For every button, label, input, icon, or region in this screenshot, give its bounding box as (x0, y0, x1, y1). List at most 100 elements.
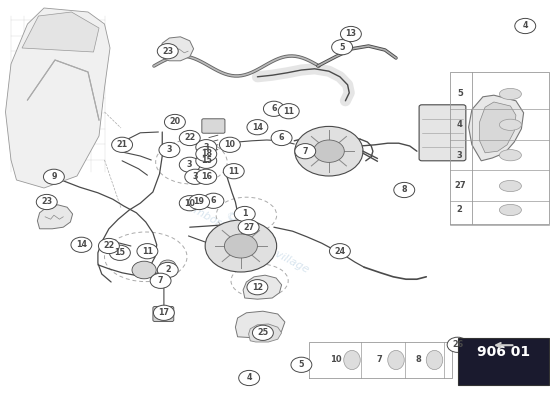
Circle shape (36, 194, 57, 210)
FancyBboxPatch shape (202, 119, 225, 133)
Text: 2: 2 (165, 266, 170, 274)
Circle shape (189, 194, 210, 210)
Circle shape (247, 120, 268, 135)
Text: 4: 4 (246, 374, 252, 382)
Text: 21: 21 (117, 140, 128, 149)
Text: 16: 16 (201, 172, 212, 181)
Text: 3: 3 (457, 151, 463, 160)
Circle shape (252, 325, 273, 340)
Text: 15: 15 (201, 156, 212, 165)
FancyBboxPatch shape (18, 79, 36, 113)
Polygon shape (161, 37, 194, 61)
FancyBboxPatch shape (84, 73, 102, 107)
Circle shape (247, 280, 268, 295)
FancyArrowPatch shape (496, 343, 513, 348)
Circle shape (185, 169, 206, 184)
FancyBboxPatch shape (458, 338, 549, 385)
Text: 8: 8 (402, 186, 407, 194)
Circle shape (157, 44, 178, 59)
Ellipse shape (499, 119, 521, 130)
Circle shape (160, 260, 176, 272)
Circle shape (150, 273, 171, 288)
Text: 27: 27 (454, 182, 466, 190)
Circle shape (179, 196, 200, 211)
Circle shape (132, 261, 156, 279)
Text: 4: 4 (457, 120, 463, 129)
Circle shape (278, 104, 299, 119)
Text: 11: 11 (142, 247, 153, 256)
Text: 13: 13 (345, 30, 356, 38)
Circle shape (153, 305, 174, 320)
Text: 3: 3 (187, 160, 192, 169)
Text: 6: 6 (279, 134, 284, 142)
Circle shape (179, 130, 200, 146)
Text: 7: 7 (158, 276, 163, 285)
FancyBboxPatch shape (40, 77, 58, 111)
Circle shape (295, 144, 316, 159)
Text: 22: 22 (103, 242, 114, 250)
Text: 3: 3 (167, 146, 172, 154)
Ellipse shape (499, 150, 521, 161)
Circle shape (295, 126, 363, 176)
Text: 27: 27 (243, 223, 254, 232)
Circle shape (43, 169, 64, 184)
Text: 10: 10 (329, 356, 342, 364)
Text: 20: 20 (169, 118, 180, 126)
Ellipse shape (499, 88, 521, 100)
Circle shape (112, 137, 133, 152)
Circle shape (263, 101, 284, 116)
Ellipse shape (388, 350, 404, 370)
Text: 11: 11 (228, 167, 239, 176)
Circle shape (515, 18, 536, 34)
Text: 23: 23 (162, 47, 173, 56)
Circle shape (196, 153, 217, 168)
Circle shape (223, 164, 244, 179)
Circle shape (159, 142, 180, 158)
Circle shape (205, 220, 277, 272)
Polygon shape (22, 12, 99, 52)
Text: 10: 10 (184, 199, 195, 208)
Circle shape (196, 140, 217, 155)
Text: 22: 22 (184, 134, 195, 142)
Text: 5: 5 (457, 90, 463, 98)
Text: 23: 23 (41, 198, 52, 206)
Circle shape (239, 370, 260, 386)
Circle shape (224, 234, 257, 258)
Text: 19: 19 (194, 198, 205, 206)
Circle shape (179, 157, 200, 172)
FancyBboxPatch shape (62, 75, 80, 109)
FancyBboxPatch shape (419, 105, 466, 161)
Text: 5: 5 (299, 360, 304, 369)
Circle shape (447, 337, 468, 352)
Circle shape (157, 262, 178, 278)
Circle shape (340, 26, 361, 42)
Text: 3: 3 (204, 143, 209, 152)
Text: 14: 14 (76, 240, 87, 249)
Text: 11: 11 (283, 107, 294, 116)
Text: 15: 15 (114, 248, 125, 257)
Circle shape (203, 193, 224, 208)
Text: 26: 26 (452, 340, 463, 349)
Circle shape (98, 238, 119, 254)
Text: 25: 25 (257, 328, 268, 337)
Circle shape (219, 137, 240, 152)
Circle shape (71, 237, 92, 252)
Circle shape (329, 244, 350, 259)
Text: 10: 10 (224, 140, 235, 149)
Circle shape (314, 140, 344, 162)
Circle shape (137, 244, 158, 259)
Text: 9: 9 (51, 172, 57, 181)
Ellipse shape (426, 350, 443, 370)
Circle shape (234, 206, 255, 222)
Circle shape (271, 130, 292, 146)
Ellipse shape (499, 180, 521, 192)
Text: 18: 18 (201, 150, 212, 158)
Text: 906 01: 906 01 (477, 345, 530, 359)
Text: 7: 7 (377, 356, 382, 364)
Ellipse shape (344, 350, 360, 370)
Text: 8: 8 (415, 356, 421, 364)
Text: 17: 17 (158, 308, 169, 317)
Polygon shape (235, 311, 285, 338)
Polygon shape (469, 95, 524, 161)
Text: 6: 6 (211, 196, 216, 205)
